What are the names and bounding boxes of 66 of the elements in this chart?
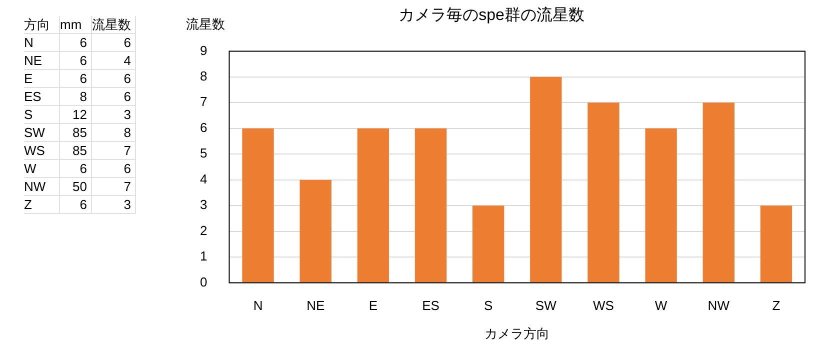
y-tick-label: 3 [200,197,208,212]
text: 6 [92,70,136,88]
text: 85 [60,124,92,142]
text: E [24,70,60,88]
bar [300,180,332,282]
text: 流星数 [92,16,136,34]
text: 3 [92,106,136,124]
bar [357,128,390,282]
y-tick-label: 9 [200,42,208,58]
y-tick-label: 1 [200,248,208,264]
text: 3 [92,196,136,214]
y-tick-label: 0 [200,274,208,290]
text: 6 [60,160,92,178]
text: 6 [92,34,136,52]
y-tick-label: 8 [200,68,208,84]
bar [472,206,504,282]
bar [760,206,792,282]
text: N [24,34,60,52]
y-tick-label: 6 [200,120,208,135]
x-tick-label: SW [535,298,558,314]
text: 7 [92,142,136,160]
x-tick-label: S [484,298,493,314]
text: 6 [60,196,92,214]
bar [702,102,734,282]
y-tick-label: 5 [200,146,208,161]
bar [242,128,274,282]
text: mm [60,16,92,34]
text: ES [24,88,60,106]
bar [645,128,677,282]
text: 12 [60,106,92,124]
text: W [24,160,60,178]
bar [530,76,562,282]
text: 6 [92,88,136,106]
text: 7 [92,178,136,196]
text: 6 [60,52,92,70]
x-tick-label: WS [593,298,614,314]
x-tick-label: E [368,298,378,314]
y-tick-label: 4 [200,171,208,186]
x-tick-label: N [253,298,263,314]
bar [414,128,447,282]
text: 6 [60,34,92,52]
text: 6 [92,160,136,178]
text: NE [24,52,60,70]
text: SW [24,124,60,142]
y-tick-label: 2 [200,222,208,238]
text: 方向 [24,16,60,34]
text: S [24,106,60,124]
text: 6 [60,70,92,88]
x-axis-title: カメラ方向 [484,326,550,341]
text: 4 [92,52,136,70]
x-tick-label: W [654,298,668,314]
y-tick-label: 7 [200,94,208,110]
text: 85 [60,142,92,160]
y-axis-title: 流星数 [186,16,225,32]
text: 8 [92,124,136,142]
bar [588,102,620,282]
text: 50 [60,178,92,196]
text: NW [24,178,60,196]
x-tick-label: Z [772,298,780,314]
text: Z [24,196,60,214]
text: WS [24,142,60,160]
chart-title: カメラ毎のspe群の流星数 [398,6,584,24]
x-tick-label: NE [306,298,325,314]
x-tick-label: NW [708,298,730,314]
text: 8 [60,88,92,106]
x-tick-label: ES [422,298,440,314]
